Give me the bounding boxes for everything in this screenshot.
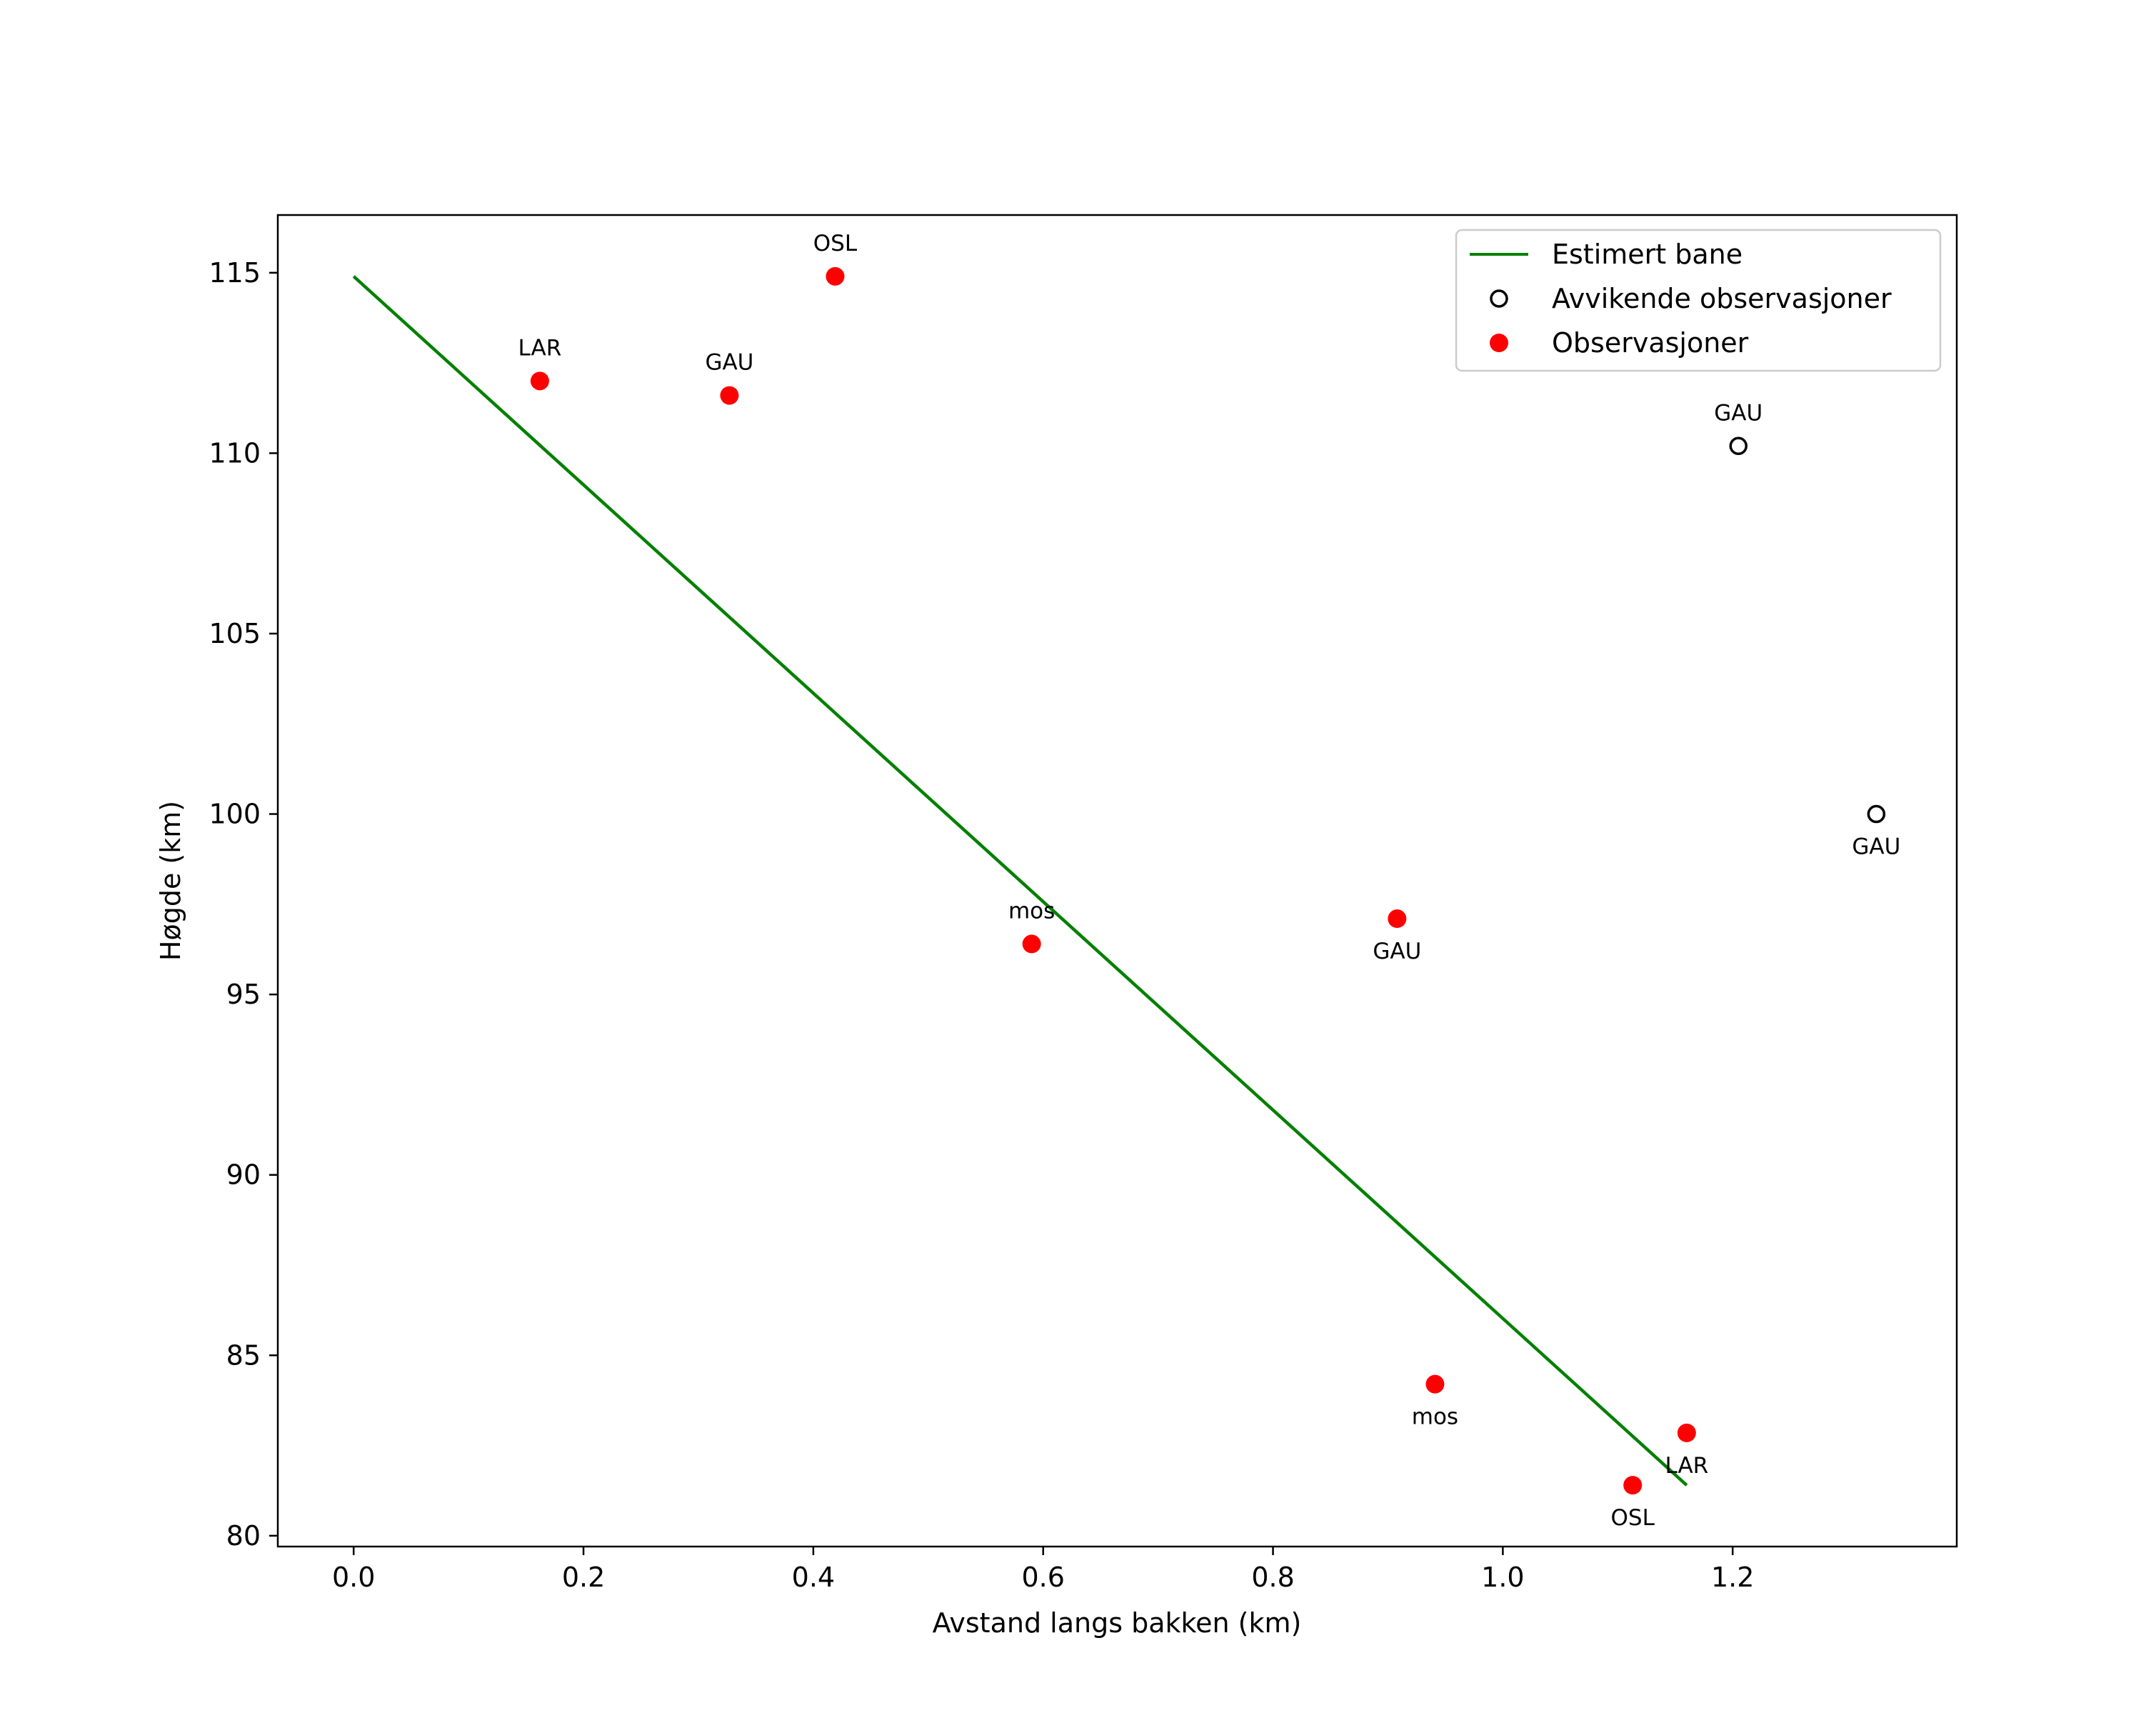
estimert-bane-line — [352, 275, 1688, 1487]
x-tick-label: 0.4 — [792, 1562, 835, 1593]
y-tick-label: 95 — [226, 979, 261, 1010]
y-axis-ticks: 80 85 90 95 100 105 110 115 — [209, 257, 278, 1552]
point-labels-layer: GAU GAU LAR GAU OSL mos GAU mos OSL LAR — [518, 231, 1901, 1531]
point-label: GAU — [705, 350, 753, 376]
line-layer — [352, 275, 1688, 1487]
x-tick-label: 1.2 — [1711, 1562, 1754, 1593]
y-tick-label: 105 — [209, 618, 261, 649]
plot-frame — [276, 214, 1958, 1548]
observation-point — [1425, 1374, 1445, 1394]
point-label: LAR — [518, 335, 562, 361]
x-tick-label: 0.0 — [332, 1562, 375, 1593]
x-tick-label: 0.6 — [1021, 1562, 1064, 1593]
point-label: OSL — [813, 231, 858, 256]
x-axis-ticks: 0.0 0.2 0.4 0.6 0.8 1.0 1.2 — [332, 1547, 1754, 1593]
observation-point — [1388, 909, 1407, 929]
y-tick-label: 100 — [209, 799, 261, 830]
x-tick-label: 0.8 — [1251, 1562, 1294, 1593]
legend-outlier-marker — [1490, 289, 1508, 308]
legend-observation-marker — [1490, 334, 1508, 352]
y-tick-label: 85 — [226, 1339, 261, 1371]
observation-point — [1677, 1423, 1696, 1442]
observation-point — [530, 371, 549, 391]
y-tick-label: 110 — [209, 437, 261, 469]
point-label: GAU — [1714, 400, 1763, 426]
points-layer — [530, 266, 1886, 1495]
y-tick-label: 90 — [226, 1159, 261, 1191]
legend-label-observasjoner: Observasjoner — [1552, 327, 1749, 359]
plot-area — [278, 215, 1957, 1547]
outlier-point — [1867, 804, 1886, 824]
point-label: mos — [1412, 1404, 1458, 1430]
point-label: LAR — [1665, 1453, 1708, 1479]
x-tick-label: 1.0 — [1481, 1562, 1524, 1593]
point-label: GAU — [1373, 939, 1421, 964]
observation-point — [720, 386, 739, 405]
point-label: mos — [1008, 898, 1055, 924]
legend-label-estimert-bane: Estimert bane — [1552, 239, 1743, 270]
point-label: GAU — [1852, 834, 1900, 860]
observation-point — [1022, 934, 1041, 954]
legend: Estimert bane Avvikende observasjoner Ob… — [1455, 229, 1942, 372]
observation-point — [1623, 1476, 1643, 1495]
x-axis-label: Avstand langs bakken (km) — [933, 1607, 1302, 1639]
observation-point — [826, 266, 845, 286]
y-axis-label: Høgde (km) — [155, 801, 186, 961]
legend-label-avvikende-observasjoner: Avvikende observasjoner — [1552, 283, 1892, 314]
legend-box — [1455, 229, 1942, 372]
x-tick-label: 0.2 — [562, 1562, 605, 1593]
y-tick-label: 115 — [209, 257, 261, 289]
y-tick-label: 80 — [226, 1520, 261, 1552]
point-label: OSL — [1611, 1505, 1655, 1531]
outlier-point — [1729, 436, 1748, 456]
